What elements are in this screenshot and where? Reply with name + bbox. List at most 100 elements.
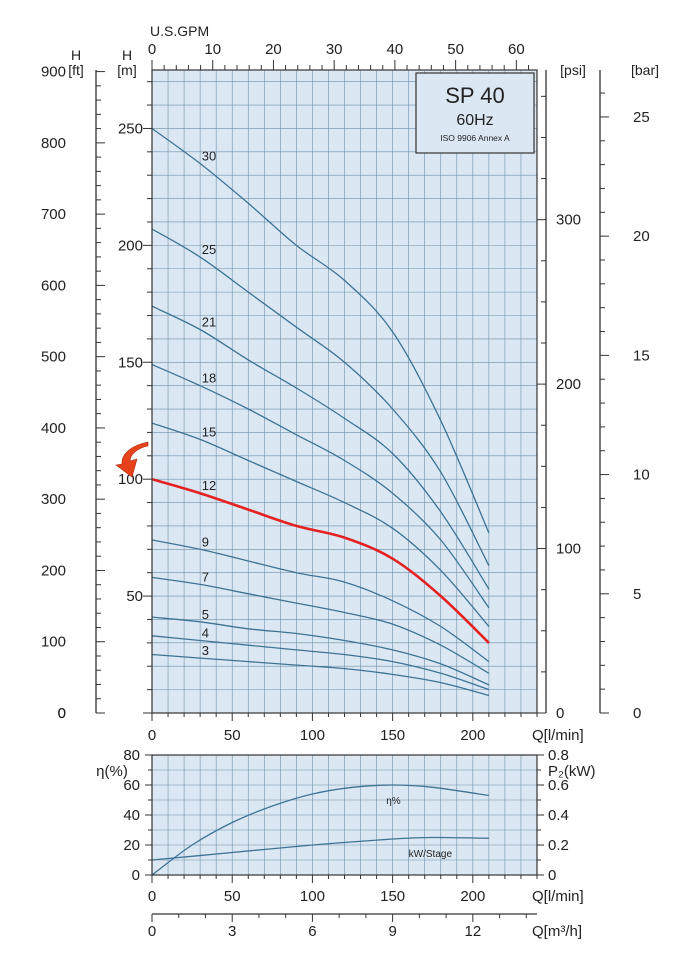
ft-tick-label: 200 (41, 562, 66, 579)
ft-tick-label: 700 (41, 206, 66, 223)
m3h-tick-label: 9 (388, 923, 396, 940)
bar-tick-label: 15 (633, 347, 650, 364)
m-tick-label: 150 (118, 354, 143, 371)
q-lower-tick-label: 200 (460, 888, 485, 905)
bar-tick-label: 10 (633, 467, 650, 484)
gpm-tick-label: 20 (265, 41, 282, 58)
p2-tick-label: 0.4 (548, 807, 569, 824)
curve-labels: 30 25 21 18 15 12 9 7 5 4 3 η% kW/Stage (202, 149, 453, 860)
q-tick-label: 50 (224, 727, 241, 744)
head-curve-stage-12 (152, 477, 490, 644)
efficiency-curve (152, 784, 489, 875)
gpm-tick-label: 0 (148, 41, 156, 58)
m-tick-label: 250 (118, 120, 143, 137)
q-tick-label: 200 (460, 727, 485, 744)
efficiency-curves (152, 784, 489, 875)
m-tick-label: 100 (118, 471, 143, 488)
head-curve-stage-9 (152, 539, 490, 663)
psi-tick-label: 100 (556, 541, 581, 558)
q-m3h-unit: Q[m³/h] (532, 923, 582, 940)
h-m-unit-top: H (122, 47, 132, 63)
bar-tick-label: 20 (633, 228, 650, 245)
h-m-unit-bottom: [m] (117, 62, 136, 78)
gpm-tick-label: 30 (326, 41, 343, 58)
q-tick-label: 150 (380, 727, 405, 744)
stage-label-12: 12 (202, 478, 216, 493)
eta-tick-label: 20 (123, 837, 140, 854)
model-name: SP 40 (445, 83, 505, 108)
ft-tick-label: 600 (41, 277, 66, 294)
gpm-tick-label: 10 (204, 41, 221, 58)
efficiency-chart-grid (152, 755, 537, 875)
psi-tick-label: 300 (556, 212, 581, 229)
power-curve (152, 836, 489, 861)
psi-tick-label: 200 (556, 376, 581, 393)
eta-unit: η(%) (96, 763, 128, 780)
head-curve-stage-15 (152, 422, 490, 627)
m3h-tick-label: 6 (308, 923, 316, 940)
head-curve-stage-25 (152, 228, 490, 566)
frequency-label: 60Hz (456, 112, 493, 129)
head-curves (152, 127, 490, 697)
q-lower-tick-label: 150 (380, 888, 405, 905)
head-curve-stage-21 (152, 305, 490, 590)
eta-tick-label: 0 (132, 867, 140, 884)
gpm-tick-label: 60 (508, 41, 525, 58)
bar-tick-label: 5 (633, 586, 641, 603)
head-curve-stage-30 (152, 127, 490, 534)
ft-tick-label: 100 (41, 634, 66, 651)
stage-label-4: 4 (202, 626, 209, 641)
head-curve-stage-3 (152, 653, 490, 697)
m3h-tick-label: 3 (228, 923, 236, 940)
ft-tick-label: 0 (58, 705, 66, 722)
psi-unit: [psi] (560, 62, 586, 78)
head-chart-grid (152, 70, 537, 713)
gpm-tick-label: 40 (387, 41, 404, 58)
q-lower-tick-label: 100 (300, 888, 325, 905)
stage-label-21: 21 (202, 315, 216, 330)
p2-unit: P₂(kW) (548, 763, 595, 780)
p2-tick-label: 0 (548, 867, 556, 884)
stage-label-25: 25 (202, 242, 216, 257)
q-lmin-unit: Q[l/min] (532, 727, 584, 744)
gpm-tick-label: 50 (447, 41, 464, 58)
efficiency-curve-label: η% (386, 796, 401, 807)
q-tick-label: 0 (148, 727, 156, 744)
stage-label-15: 15 (202, 424, 216, 439)
p2-tick-label: 0.8 (548, 747, 569, 764)
stage-label-9: 9 (202, 534, 209, 549)
ft-tick-label: 500 (41, 349, 66, 366)
m3h-tick-label: 12 (464, 923, 481, 940)
axes: 0100200300400500600700800900501001502002… (41, 41, 650, 940)
ft-zero-label: 0 (58, 705, 66, 722)
head-curve-stage-7 (152, 576, 490, 674)
eta-tick-label: 60 (123, 777, 140, 794)
p2-tick-label: 0.2 (548, 837, 569, 854)
head-curve-stage-18 (152, 364, 490, 609)
ft-tick-label: 900 (41, 64, 66, 81)
h-ft-unit-top: H (71, 47, 81, 63)
eta-tick-label: 80 (123, 747, 140, 764)
h-ft-unit-bottom: [ft] (68, 62, 84, 78)
stage-label-3: 3 (202, 643, 209, 658)
power-curve-label: kW/Stage (409, 849, 453, 860)
psi-tick-label: 0 (556, 705, 564, 722)
q-tick-label: 100 (300, 727, 325, 744)
q-lower-tick-label: 0 (148, 888, 156, 905)
bar-tick-label: 0 (633, 705, 641, 722)
q-lmin-lower-unit: Q[l/min] (532, 888, 584, 905)
p2-tick-label: 0.6 (548, 777, 569, 794)
bar-unit: [bar] (631, 62, 659, 78)
ft-tick-label: 800 (41, 135, 66, 152)
m-tick-label: 200 (118, 237, 143, 254)
stage-label-30: 30 (202, 149, 216, 164)
title-box: SP 40 60Hz ISO 9906 Annex A (415, 72, 535, 154)
m-tick-label: 50 (126, 588, 143, 605)
head-curve-stage-5 (152, 616, 490, 686)
bar-tick-label: 25 (633, 109, 650, 126)
stage-label-5: 5 (202, 607, 209, 622)
stage-label-18: 18 (202, 371, 216, 386)
head-curve-stage-4 (152, 635, 490, 691)
selected-curve-arrow-icon (115, 441, 149, 478)
